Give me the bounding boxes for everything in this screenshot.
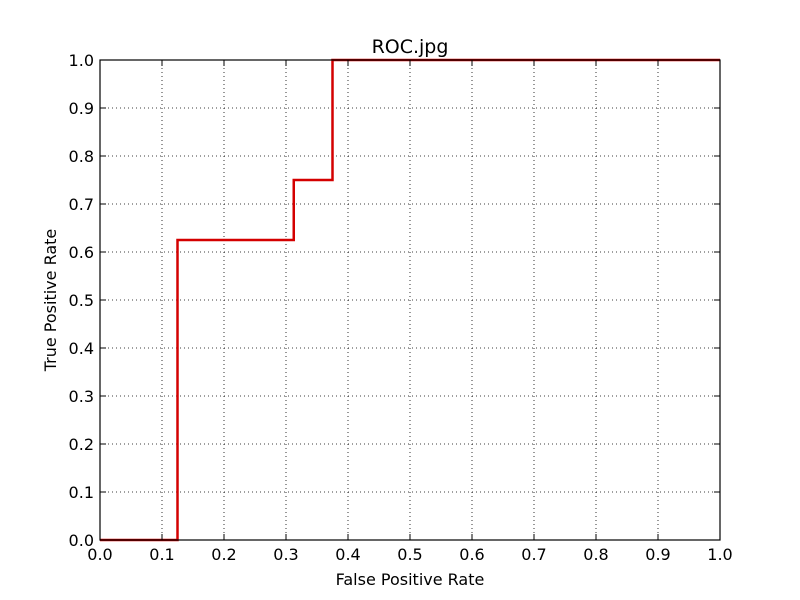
roc-curve-line (100, 58, 720, 542)
grid (99, 59, 721, 541)
x-tick-label: 0.6 (459, 545, 484, 564)
x-axis-label: False Positive Rate (336, 570, 485, 589)
x-tick-label: 0.4 (335, 545, 360, 564)
x-tick-label: 0.3 (273, 545, 298, 564)
x-tick-label: 0.7 (521, 545, 546, 564)
x-tick-label: 0.9 (645, 545, 670, 564)
x-tick-label: 1.0 (707, 545, 732, 564)
x-tick-label: 0.0 (87, 545, 112, 564)
y-tick-label: 0.2 (69, 435, 94, 454)
x-tick-label: 0.8 (583, 545, 608, 564)
y-axis-label: True Positive Rate (41, 229, 60, 373)
y-tick-label: 0.8 (69, 147, 94, 166)
x-tick-label: 0.1 (149, 545, 174, 564)
chart-title: ROC.jpg (372, 36, 449, 58)
y-tick-label: 0.0 (69, 531, 94, 550)
y-tick-label: 0.6 (69, 243, 94, 262)
x-tick-labels: 0.0 0.1 0.2 0.3 0.4 0.5 0.6 0.7 0.8 0.9 1.0 (87, 545, 732, 564)
y-tick-label: 0.3 (69, 387, 94, 406)
y-tick-label: 0.4 (69, 339, 94, 358)
x-tick-label: 0.2 (211, 545, 236, 564)
y-tick-label: 1.0 (69, 51, 94, 70)
y-tick-labels: 0.0 0.1 0.2 0.3 0.4 0.5 0.6 0.7 0.8 0.9 1.0 (69, 51, 94, 550)
ticks (99, 59, 721, 541)
y-tick-label: 0.7 (69, 195, 94, 214)
series-layer (100, 58, 720, 542)
x-tick-label: 0.5 (397, 545, 422, 564)
y-tick-label: 0.9 (69, 99, 94, 118)
y-tick-label: 0.5 (69, 291, 94, 310)
y-tick-label: 0.1 (69, 483, 94, 502)
